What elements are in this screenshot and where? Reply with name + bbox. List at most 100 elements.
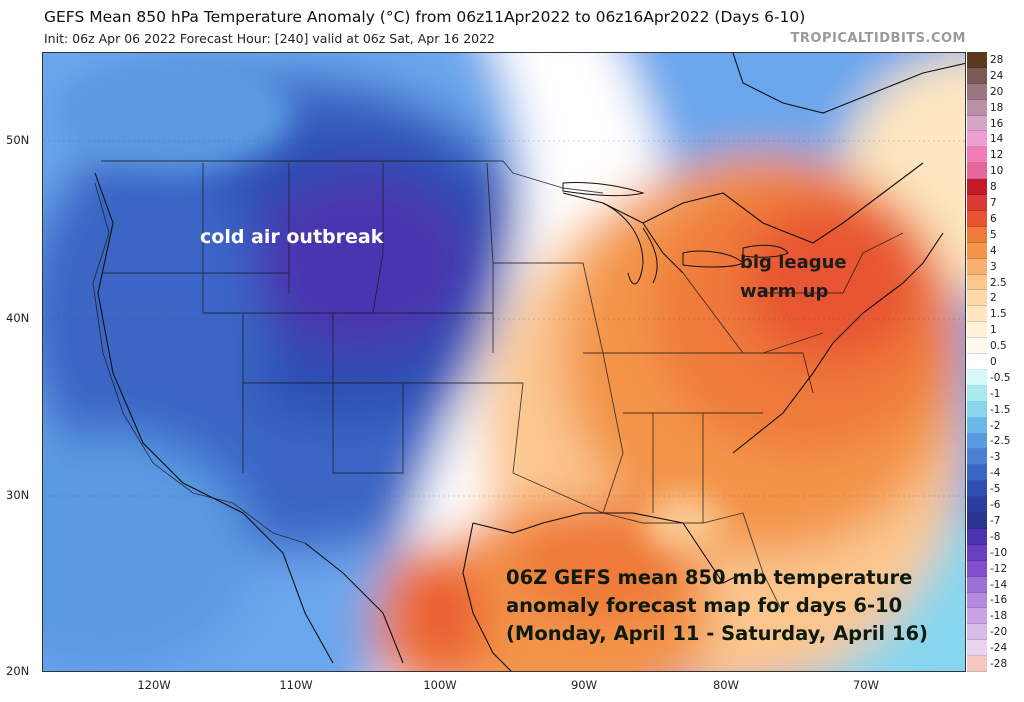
colorbar-level: -10 (967, 544, 1019, 561)
map-panel (42, 52, 966, 672)
colorbar-swatch (967, 290, 987, 307)
lon-label-80w: 80W (712, 678, 740, 692)
colorbar-level: 6 (967, 210, 1019, 227)
colorbar-level: 16 (967, 115, 1019, 132)
colorbar-swatch (967, 544, 987, 561)
colorbar-label: 7 (990, 197, 997, 209)
colorbar-label: 16 (990, 117, 1004, 130)
lon-label-90w: 90W (570, 678, 598, 692)
colorbar-swatch (967, 83, 987, 100)
colorbar-level: 8 (967, 179, 1019, 196)
colorbar-level: -1 (967, 385, 1019, 402)
colorbar-label: -2.5 (990, 435, 1011, 448)
colorbar-level: 10 (967, 163, 1019, 180)
colorbar-swatch (967, 338, 987, 355)
colorbar-label: 1 (990, 324, 997, 337)
colorbar-level: -28 (967, 656, 1019, 672)
colorbar-level: 1.5 (967, 306, 1019, 323)
colorbar-level: 0 (967, 354, 1019, 370)
colorbar-label: -4 (990, 467, 1001, 480)
map-title: GEFS Mean 850 hPa Temperature Anomaly (°… (44, 8, 806, 26)
colorbar-label: -8 (990, 530, 1001, 543)
colorbar-level: -16 (967, 592, 1019, 609)
colorbar-swatch (967, 210, 987, 227)
colorbar-swatch (967, 147, 987, 164)
colorbar-label: 14 (990, 133, 1004, 146)
colorbar-swatch (967, 115, 987, 132)
state-boundaries (92, 160, 904, 614)
colorbar-level: 2 (967, 290, 1019, 307)
caption-line-3: (Monday, April 11 - Saturday, April 16) (506, 622, 928, 645)
colorbar-swatch (967, 354, 987, 370)
colorbar-label: -12 (990, 562, 1008, 575)
caption-line-1: 06Z GEFS mean 850 mb temperature (506, 566, 913, 589)
colorbar-swatch (967, 322, 987, 339)
colorbar-label: 5 (990, 228, 997, 241)
colorbar-label: -24 (990, 642, 1008, 655)
colorbar-label: -7 (990, 514, 1001, 527)
colorbar-label: 12 (990, 149, 1004, 162)
colorbar-swatch (967, 608, 987, 625)
colorbar-level: -14 (967, 576, 1019, 593)
colorbar-label: 24 (990, 69, 1004, 82)
colorbar-swatch (967, 258, 987, 275)
colorbar-label: 6 (990, 212, 997, 225)
colorbar-swatch (967, 560, 987, 577)
colorbar-level: -6 (967, 497, 1019, 514)
lon-label-70w: 70W (852, 678, 880, 692)
colorbar-swatch (967, 163, 987, 180)
colorbar-swatch (967, 306, 987, 323)
colorbar-level: -8 (967, 528, 1019, 545)
colorbar-level: 1 (967, 322, 1019, 339)
map-subtitle: Init: 06z Apr 06 2022 Forecast Hour: [24… (44, 31, 496, 46)
colorbar-level: 24 (967, 67, 1019, 84)
lat-label-50n: 50N (6, 133, 30, 147)
colorbar-level: -12 (967, 560, 1019, 577)
colorbar-label: 10 (990, 165, 1004, 178)
colorbar-swatch (967, 656, 987, 672)
colorbar-swatch (967, 242, 987, 259)
colorbar-label: 4 (990, 244, 997, 257)
brand-watermark: TROPICALTIDBITS.COM (790, 31, 966, 46)
colorbar-level: 5 (967, 226, 1019, 243)
colorbar-label: 8 (990, 181, 997, 194)
coastlines (94, 53, 965, 671)
colorbar-swatch (967, 449, 987, 466)
colorbar-swatch (967, 369, 987, 386)
colorbar-level: 12 (967, 147, 1019, 164)
colorbar-swatch (967, 481, 987, 498)
lat-label-20n: 20N (6, 664, 30, 678)
colorbar-label: -5 (990, 483, 1001, 496)
colorbar-level: -5 (967, 481, 1019, 498)
colorbar-level: -7 (967, 513, 1019, 529)
great-lakes (562, 182, 789, 285)
colorbar-swatch (967, 385, 987, 402)
colorbar-label: -10 (990, 546, 1008, 559)
graticule (43, 140, 965, 497)
colorbar-swatch (967, 401, 987, 418)
colorbar-swatch (967, 576, 987, 593)
colorbar-label: 18 (990, 101, 1004, 114)
colorbar-label: -0.5 (990, 371, 1011, 384)
colorbar-level: -18 (967, 608, 1019, 625)
colorbar-label: 28 (990, 53, 1004, 66)
colorbar-label: -1 (990, 387, 1001, 400)
annotation-cold-outbreak: cold air outbreak (200, 226, 384, 248)
colorbar-label: 0.5 (990, 340, 1007, 353)
colorbar-label: 1.5 (990, 308, 1007, 321)
colorbar-label: -14 (990, 578, 1008, 591)
colorbar-level: -24 (967, 640, 1019, 657)
colorbar-label: -2 (990, 419, 1001, 432)
colorbar-swatch (967, 131, 987, 148)
colorbar-swatch (967, 417, 987, 434)
colorbar-swatch (967, 67, 987, 84)
colorbar-level: -2.5 (967, 433, 1019, 450)
lon-label-120w: 120W (137, 678, 171, 692)
colorbar-swatch (967, 497, 987, 514)
annotation-warm-line-1: big league (740, 252, 847, 273)
colorbar-level: 3 (967, 258, 1019, 275)
lat-label-30n: 30N (6, 488, 30, 502)
colorbar-label: -16 (990, 594, 1008, 607)
colorbar-level: -4 (967, 465, 1019, 482)
colorbar-legend: 28 24 20 18 16 14 12 10 8 7 6 5 4 3 2.5 2 1.5 1 0.5 0 -0.5 -1… (967, 52, 1019, 672)
